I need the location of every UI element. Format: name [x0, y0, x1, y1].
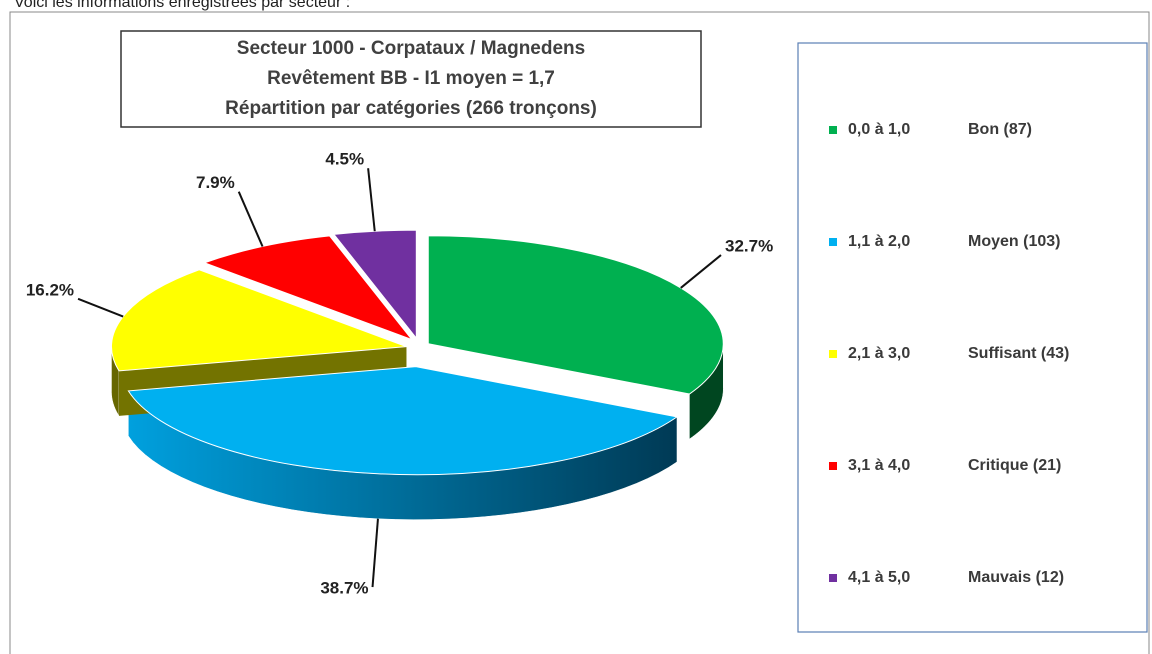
legend-label: Moyen (103) [968, 233, 1060, 250]
data-label: 38.7% [320, 579, 368, 598]
pie: 32.7% 38.7% 16.2% 7.9% 4.5% [26, 150, 773, 598]
legend-swatch [829, 574, 837, 582]
frame [9, 11, 1150, 654]
leader-line [77, 297, 124, 318]
leader-line [680, 254, 722, 289]
data-label: 4.5% [325, 150, 364, 169]
legend-range: 1,1 à 2,0 [848, 233, 910, 250]
caption: Voici les informations enregistrées par … [14, 0, 350, 11]
legend-range: 4,1 à 5,0 [848, 569, 910, 586]
data-label: 32.7% [725, 237, 773, 256]
data-label: 7.9% [196, 173, 235, 192]
chart-title: Répartition par catégories (266 tronçons… [225, 98, 597, 119]
leader-line [371, 518, 379, 588]
legend-range: 3,1 à 4,0 [848, 457, 910, 474]
slice [333, 229, 417, 340]
legend-swatch [829, 238, 837, 246]
slice [111, 269, 407, 372]
chart-title: Revêtement BB - I1 moyen = 1,7 [267, 68, 555, 89]
slice [427, 235, 724, 395]
legend-box [797, 42, 1148, 633]
slice [203, 235, 414, 341]
legend-swatch [829, 350, 837, 358]
leader-line [367, 168, 376, 232]
leader-line [237, 191, 264, 247]
legend-range: 2,1 à 3,0 [848, 345, 910, 362]
data-label: 16.2% [26, 280, 74, 299]
legend-label: Mauvais (12) [968, 569, 1064, 586]
legend-swatch [829, 462, 837, 470]
legend-label: Critique (21) [968, 457, 1061, 474]
legend-swatch [829, 126, 837, 134]
chart-title: Secteur 1000 - Corpataux / Magnedens [237, 38, 585, 59]
legend-label: Bon (87) [968, 121, 1032, 138]
slice [127, 366, 679, 476]
legend-label: Suffisant (43) [968, 345, 1069, 362]
legend-range: 0,0 à 1,0 [848, 121, 910, 138]
title-box [120, 30, 702, 128]
